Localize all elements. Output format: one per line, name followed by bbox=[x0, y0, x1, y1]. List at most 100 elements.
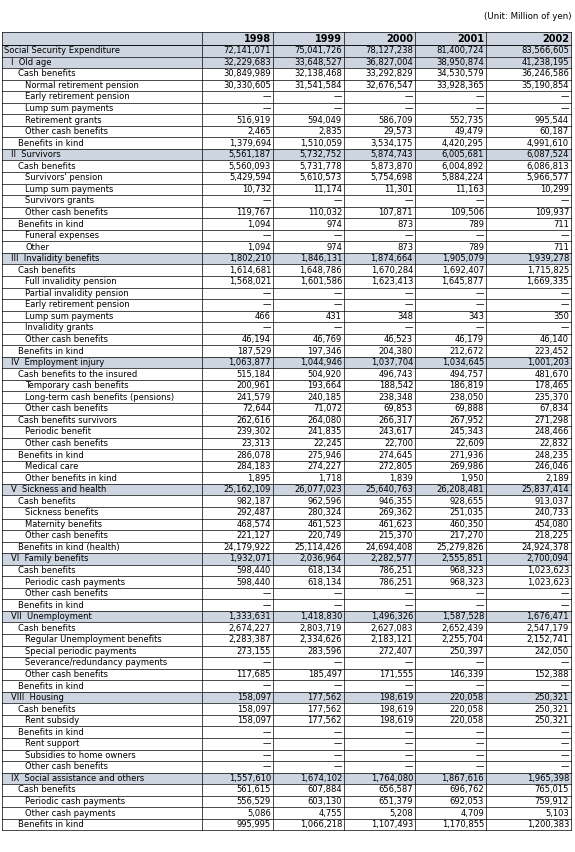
Text: 1,874,664: 1,874,664 bbox=[370, 254, 413, 263]
Text: —: — bbox=[405, 763, 413, 771]
Text: 248,466: 248,466 bbox=[535, 428, 569, 436]
Text: Maternity benefits: Maternity benefits bbox=[25, 520, 102, 529]
Text: —: — bbox=[263, 601, 271, 610]
Text: 292,487: 292,487 bbox=[237, 509, 271, 517]
Text: 223,452: 223,452 bbox=[535, 347, 569, 355]
Text: 1,510,059: 1,510,059 bbox=[300, 139, 342, 147]
Text: 2,674,227: 2,674,227 bbox=[229, 624, 271, 633]
Text: 158,097: 158,097 bbox=[237, 705, 271, 714]
Text: 3,534,175: 3,534,175 bbox=[371, 139, 413, 147]
Text: VIII  Housing: VIII Housing bbox=[11, 693, 64, 702]
Text: 1,066,218: 1,066,218 bbox=[300, 820, 342, 829]
Text: Other cash benefits: Other cash benefits bbox=[25, 335, 108, 344]
Text: 454,080: 454,080 bbox=[535, 520, 569, 529]
Text: 711: 711 bbox=[553, 220, 569, 228]
Text: 2,627,083: 2,627,083 bbox=[370, 624, 413, 633]
Text: 266,317: 266,317 bbox=[378, 416, 413, 425]
Text: —: — bbox=[263, 751, 271, 760]
Text: 2,282,577: 2,282,577 bbox=[371, 555, 413, 563]
Text: 250,321: 250,321 bbox=[535, 693, 569, 702]
Text: 46,194: 46,194 bbox=[242, 335, 271, 344]
Text: —: — bbox=[476, 659, 484, 667]
Text: 460,350: 460,350 bbox=[450, 520, 484, 529]
Text: Benefits in kind (health): Benefits in kind (health) bbox=[18, 543, 120, 552]
Text: 60,187: 60,187 bbox=[540, 127, 569, 136]
Text: 2,547,179: 2,547,179 bbox=[527, 624, 569, 633]
Text: Cash benefits: Cash benefits bbox=[18, 266, 76, 274]
Text: 25,114,426: 25,114,426 bbox=[294, 543, 342, 552]
Text: III  Invalidity benefits: III Invalidity benefits bbox=[11, 254, 99, 263]
Text: I  Old age: I Old age bbox=[11, 58, 52, 66]
Text: 468,574: 468,574 bbox=[236, 520, 271, 529]
Text: —: — bbox=[263, 763, 271, 771]
Text: 177,562: 177,562 bbox=[308, 705, 342, 714]
Text: 178,465: 178,465 bbox=[535, 381, 569, 390]
Text: 69,853: 69,853 bbox=[384, 405, 413, 413]
Text: —: — bbox=[263, 231, 271, 240]
Text: 1,170,855: 1,170,855 bbox=[442, 820, 484, 829]
Text: 5,732,752: 5,732,752 bbox=[300, 150, 342, 159]
Text: Other cash benefits: Other cash benefits bbox=[25, 589, 108, 598]
Text: 1,034,645: 1,034,645 bbox=[442, 358, 484, 367]
Bar bbox=[2, 149, 571, 160]
Text: 262,616: 262,616 bbox=[236, 416, 271, 425]
Text: —: — bbox=[561, 93, 569, 101]
Text: 212,672: 212,672 bbox=[450, 347, 484, 355]
Text: 1,645,877: 1,645,877 bbox=[442, 277, 484, 286]
Text: —: — bbox=[263, 197, 271, 205]
Text: 2,189: 2,189 bbox=[545, 474, 569, 482]
Text: 586,709: 586,709 bbox=[378, 116, 413, 124]
Text: Invalidity grants: Invalidity grants bbox=[25, 324, 93, 332]
Text: 2,334,626: 2,334,626 bbox=[300, 636, 342, 644]
Text: 248,235: 248,235 bbox=[535, 451, 569, 459]
Text: 461,623: 461,623 bbox=[378, 520, 413, 529]
Text: —: — bbox=[405, 601, 413, 610]
Text: 11,163: 11,163 bbox=[455, 185, 484, 194]
Text: 69,888: 69,888 bbox=[455, 405, 484, 413]
Text: Benefits in kind: Benefits in kind bbox=[18, 139, 84, 147]
Text: 83,566,605: 83,566,605 bbox=[521, 46, 569, 55]
Text: 496,743: 496,743 bbox=[378, 370, 413, 378]
Text: Benefits in kind: Benefits in kind bbox=[18, 347, 84, 355]
Text: —: — bbox=[476, 740, 484, 748]
Text: Other cash benefits: Other cash benefits bbox=[25, 208, 108, 217]
Text: —: — bbox=[263, 301, 271, 309]
Text: 786,251: 786,251 bbox=[378, 578, 413, 586]
Bar bbox=[2, 56, 571, 68]
Text: —: — bbox=[561, 751, 569, 760]
Text: 350: 350 bbox=[553, 312, 569, 321]
Text: 1,932,071: 1,932,071 bbox=[229, 555, 271, 563]
Text: 119,767: 119,767 bbox=[236, 208, 271, 217]
Text: 504,920: 504,920 bbox=[308, 370, 342, 378]
Text: Cash benefits: Cash benefits bbox=[18, 624, 76, 633]
Text: Special periodic payments: Special periodic payments bbox=[25, 647, 136, 656]
Text: 968,323: 968,323 bbox=[450, 578, 484, 586]
Text: —: — bbox=[476, 682, 484, 690]
Text: 25,279,826: 25,279,826 bbox=[436, 543, 484, 552]
Text: —: — bbox=[476, 104, 484, 113]
Text: Benefits in kind: Benefits in kind bbox=[18, 728, 84, 737]
Text: Long-term cash benefits (pensions): Long-term cash benefits (pensions) bbox=[25, 393, 174, 402]
Text: —: — bbox=[476, 324, 484, 332]
Text: 348: 348 bbox=[397, 312, 413, 321]
Text: 177,562: 177,562 bbox=[308, 693, 342, 702]
Text: —: — bbox=[476, 589, 484, 598]
Text: 1,107,493: 1,107,493 bbox=[371, 820, 413, 829]
Text: 110,032: 110,032 bbox=[308, 208, 342, 217]
Text: 78,127,238: 78,127,238 bbox=[365, 46, 413, 55]
Text: 873: 873 bbox=[397, 243, 413, 251]
Text: 2,652,439: 2,652,439 bbox=[442, 624, 484, 633]
Text: 1,044,946: 1,044,946 bbox=[300, 358, 342, 367]
Text: Rent support: Rent support bbox=[25, 740, 79, 748]
Bar bbox=[2, 553, 571, 565]
Text: 35,190,854: 35,190,854 bbox=[522, 81, 569, 90]
Text: 1,023,623: 1,023,623 bbox=[527, 566, 569, 575]
Text: 481,670: 481,670 bbox=[535, 370, 569, 378]
Text: —: — bbox=[334, 301, 342, 309]
Text: 32,229,683: 32,229,683 bbox=[223, 58, 271, 66]
Text: Benefits in kind: Benefits in kind bbox=[18, 451, 84, 459]
Text: Periodic cash payments: Periodic cash payments bbox=[25, 797, 125, 806]
Text: 33,292,829: 33,292,829 bbox=[365, 69, 413, 78]
Bar bbox=[2, 773, 571, 784]
Text: 1,939,278: 1,939,278 bbox=[527, 254, 569, 263]
